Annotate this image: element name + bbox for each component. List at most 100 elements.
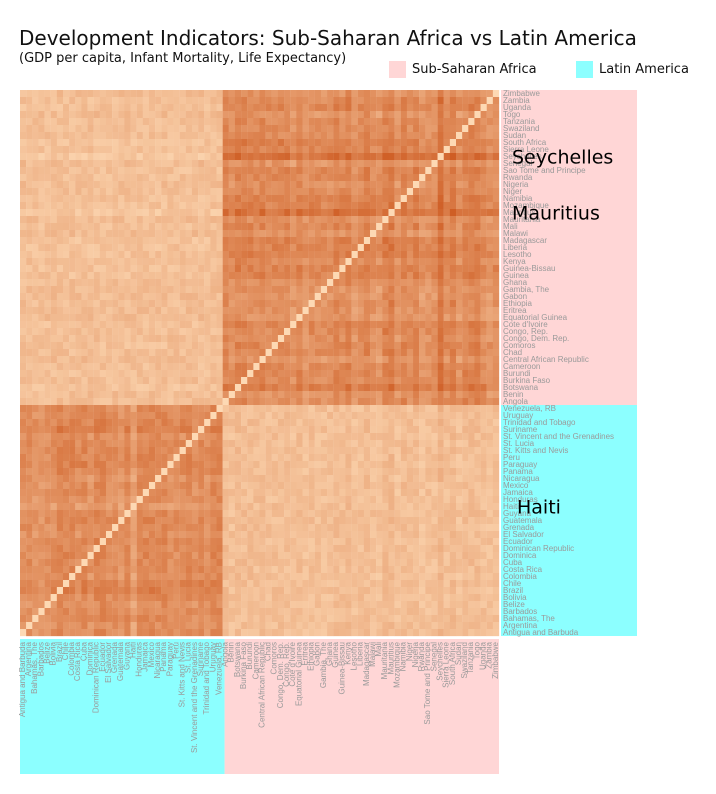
heatmap-cell [228,230,236,238]
heatmap-cell [296,293,303,301]
heatmap-cell [333,363,340,371]
heatmap-cell [431,111,438,119]
heatmap-cell [400,181,408,189]
heatmap-cell [400,272,408,280]
heatmap-cell [198,216,205,224]
heatmap-cell [431,433,438,441]
heatmap-cell [265,405,272,413]
heatmap-cell [93,349,100,357]
heatmap-cell [216,489,223,497]
heatmap-cell [75,146,82,154]
heatmap-cell [167,314,174,322]
heatmap-cell [247,223,254,231]
heatmap-cell [290,251,297,259]
heatmap-cell [449,321,457,329]
heatmap-cell [142,314,150,322]
heatmap-cell [44,195,51,203]
heatmap-cell [419,377,426,385]
heatmap-cell [486,265,494,273]
heatmap-cell [204,265,211,273]
heatmap-cell [234,279,242,287]
heatmap-cell [333,524,340,532]
heatmap-cell [462,125,469,133]
heatmap-cell [388,111,395,119]
heatmap-cell [179,440,186,448]
heatmap-cell [75,104,82,112]
heatmap-cell [363,384,371,392]
heatmap-cell [148,265,156,273]
heatmap-cell [394,104,401,112]
heatmap-cell [173,195,180,203]
heatmap-cell [431,286,438,294]
heatmap-cell [394,489,401,497]
heatmap-cell [363,363,371,371]
heatmap-cell [99,153,107,161]
heatmap-cell [234,146,242,154]
heatmap-cell [93,125,100,133]
heatmap-cell [118,489,125,497]
heatmap-cell [339,426,346,434]
heatmap-cell [167,363,174,371]
heatmap-cell [136,188,143,196]
heatmap-cell [388,349,395,357]
heatmap-cell [75,482,82,490]
heatmap-cell [173,104,180,112]
heatmap-cell [419,524,426,532]
heatmap-cell [363,454,371,462]
heatmap-cell [492,391,500,399]
heatmap-cell [290,433,297,441]
heatmap-cell [314,209,322,217]
heatmap-cell [314,230,322,238]
heatmap-cell [486,426,494,434]
heatmap-cell [302,461,309,469]
heatmap-cell [179,363,186,371]
heatmap-cell [284,265,291,273]
heatmap-cell [75,328,82,336]
heatmap-cell [222,265,229,273]
heatmap-cell [148,167,156,175]
heatmap-cell [443,139,451,147]
heatmap-cell [394,461,401,469]
heatmap-cell [93,384,100,392]
heatmap-cell [234,174,242,182]
heatmap-cell [204,335,211,343]
heatmap-cell [437,503,444,511]
heatmap-cell [75,370,82,378]
heatmap-cell [204,363,211,371]
heatmap-cell [32,454,39,462]
heatmap-cell [130,510,137,518]
heatmap-cell [363,349,371,357]
heatmap-cell [443,510,451,518]
heatmap-cell [75,293,82,301]
heatmap-cell [136,118,143,126]
heatmap-cell [419,440,426,448]
heatmap-cell [136,321,143,329]
heatmap-cell [38,496,45,504]
heatmap-cell [93,342,100,350]
heatmap-cell [253,223,260,231]
heatmap-cell [468,433,475,441]
heatmap-cell [222,279,229,287]
heatmap-cell [437,307,444,315]
heatmap-cell [492,286,500,294]
heatmap-cell [99,251,107,259]
heatmap-cell [314,489,322,497]
heatmap-cell [155,300,162,308]
heatmap-cell [185,181,193,189]
heatmap-cell [81,349,88,357]
heatmap-cell [69,251,76,259]
heatmap-cell [173,426,180,434]
heatmap-cell [142,461,150,469]
heatmap-cell [44,475,51,483]
heatmap-cell [277,426,285,434]
heatmap-cell [308,370,315,378]
heatmap-cell [296,433,303,441]
heatmap-cell [185,475,193,483]
heatmap-cell [443,90,451,98]
heatmap-cell [376,398,383,406]
heatmap-cell [222,167,229,175]
heatmap-cell [38,97,45,105]
heatmap-cell [112,314,119,322]
heatmap-cell [388,244,395,252]
heatmap-cell [443,265,451,273]
